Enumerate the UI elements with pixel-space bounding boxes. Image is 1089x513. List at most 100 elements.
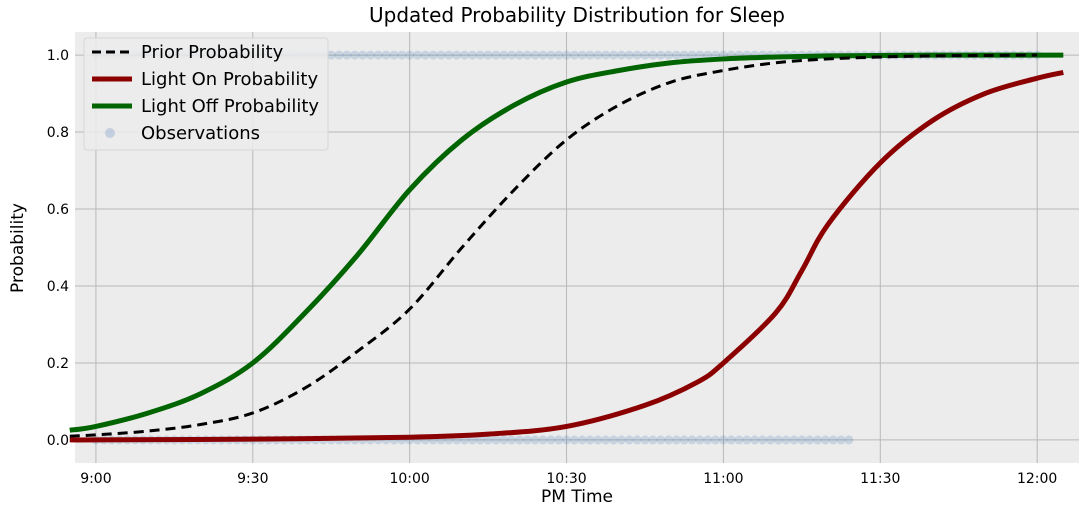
observation-point — [624, 435, 634, 445]
observation-point — [562, 50, 572, 60]
observation-point — [334, 50, 344, 60]
observation-point — [562, 435, 572, 445]
observation-point — [436, 50, 446, 60]
observation-point — [413, 50, 423, 60]
observation-point — [546, 50, 556, 60]
series-line-light-on-probability — [69, 69, 1064, 443]
observation-point — [656, 435, 666, 445]
observation-point — [640, 50, 650, 60]
observation-point — [444, 50, 454, 60]
observation-point — [554, 435, 564, 445]
observation-point — [836, 435, 846, 445]
observation-point — [389, 50, 399, 60]
observation-point — [671, 435, 681, 445]
observation-point — [514, 435, 524, 445]
observation-point — [820, 435, 830, 445]
observation-point — [569, 50, 579, 60]
observation-point — [687, 435, 697, 445]
observation-point — [687, 50, 697, 60]
observation-point — [577, 50, 587, 60]
x-tick-label: 11:00 — [703, 471, 743, 487]
observation-point — [499, 50, 509, 60]
observation-point — [805, 435, 815, 445]
observation-point — [365, 50, 375, 60]
observation-point — [703, 435, 713, 445]
x-tick-label: 9:00 — [80, 471, 111, 487]
series-layer — [69, 50, 1064, 445]
x-tick-label: 10:00 — [389, 471, 429, 487]
observation-point — [593, 435, 603, 445]
observation-point — [648, 435, 658, 445]
observation-point — [522, 50, 532, 60]
ticks: 9:00 9:30 10:00 10:30 11:00 11:30 12:00 0.0 0.2 0… — [47, 48, 1058, 487]
observation-point — [726, 435, 736, 445]
observation-point — [475, 50, 485, 60]
observation-point — [750, 435, 760, 445]
observation-point — [483, 435, 493, 445]
y-tick-label: 0.4 — [47, 279, 69, 295]
observation-point — [765, 435, 775, 445]
y-tick-label: 0.6 — [47, 202, 69, 218]
observation-point — [350, 50, 360, 60]
observation-point — [632, 435, 642, 445]
observation-point — [373, 50, 383, 60]
x-tick-label: 9:30 — [237, 471, 268, 487]
y-tick-label: 0.2 — [47, 356, 69, 372]
observation-point — [381, 50, 391, 60]
x-tick-label: 12:00 — [1017, 471, 1057, 487]
observation-point — [467, 50, 477, 60]
observation-point — [460, 50, 470, 60]
observation-point — [616, 50, 626, 60]
observation-point — [475, 435, 485, 445]
observation-point — [718, 435, 728, 445]
observation-point — [664, 50, 674, 60]
legend-label-light-off: Light Off Probability — [141, 96, 319, 117]
observation-point — [358, 50, 368, 60]
observation-point — [546, 435, 556, 445]
observation-point — [554, 50, 564, 60]
y-tick-label: 0.0 — [47, 433, 69, 449]
observation-point — [538, 435, 548, 445]
observation-point — [577, 435, 587, 445]
observation-point — [420, 50, 430, 60]
observation-point — [397, 50, 407, 60]
observation-point — [789, 435, 799, 445]
observation-point — [585, 50, 595, 60]
observation-point — [428, 50, 438, 60]
observation-point — [538, 50, 548, 60]
observation-point — [585, 435, 595, 445]
observation-point — [758, 435, 768, 445]
chart-title: Updated Probability Distribution for Sle… — [369, 3, 785, 27]
observation-point — [781, 435, 791, 445]
y-axis-label: Probability — [8, 203, 28, 293]
observation-point — [601, 50, 611, 60]
observation-point — [507, 435, 517, 445]
observation-point — [828, 435, 838, 445]
observation-point — [326, 50, 336, 60]
observation-point — [734, 435, 744, 445]
observation-point — [491, 50, 501, 60]
observation-point — [609, 50, 619, 60]
observation-point — [671, 50, 681, 60]
observation-point — [679, 50, 689, 60]
observation-point — [601, 435, 611, 445]
legend: Prior Probability Light On Probability L… — [83, 37, 329, 151]
observation-point — [742, 435, 752, 445]
observation-point — [695, 435, 705, 445]
observation-point — [491, 435, 501, 445]
observation-point — [813, 435, 823, 445]
observation-point — [405, 50, 415, 60]
legend-label-observations: Observations — [141, 123, 260, 144]
observation-point — [773, 435, 783, 445]
observation-point — [522, 435, 532, 445]
observation-point — [342, 50, 352, 60]
legend-label-light-on: Light On Probability — [141, 69, 318, 90]
observation-point — [514, 50, 524, 60]
x-axis-label: PM Time — [541, 487, 613, 507]
legend-box — [83, 37, 329, 151]
y-tick-label: 1.0 — [47, 48, 69, 64]
observation-point — [569, 435, 579, 445]
observation-point — [530, 435, 540, 445]
legend-label-prior: Prior Probability — [141, 42, 284, 63]
